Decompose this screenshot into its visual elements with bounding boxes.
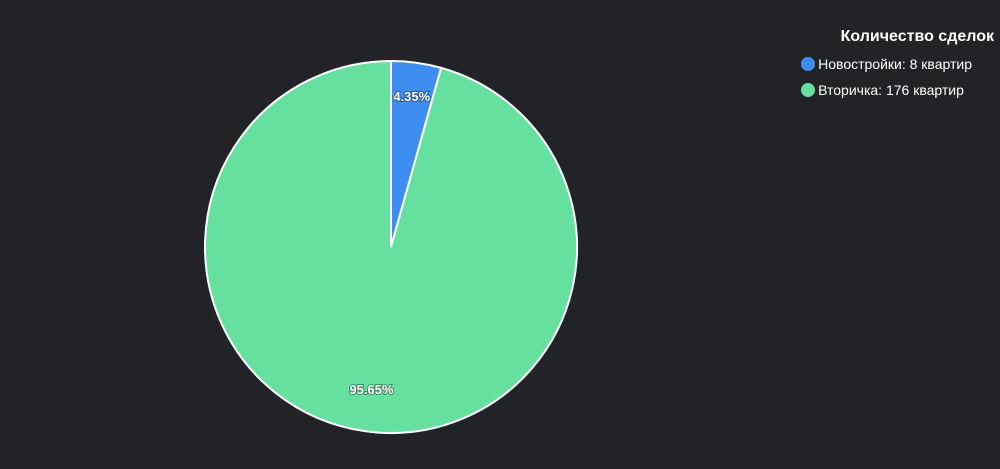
pie-slice-1[interactable]	[204, 59, 578, 434]
legend-label: Новостройки: 8 квартир	[818, 56, 972, 72]
legend-swatch-new-buildings	[801, 57, 816, 71]
legend-label: Вторичка: 176 квартир	[818, 82, 964, 98]
slice-percent-label-0: 4.35%	[393, 89, 430, 104]
legend-item-new-buildings[interactable]: Новостройки: 8 квартир	[801, 56, 972, 72]
legend: Количество сделок Новостройки: 8 квартир…	[801, 28, 994, 108]
legend-title: Количество сделок	[840, 28, 994, 45]
legend-item-secondary[interactable]: Вторичка: 176 квартир	[801, 82, 972, 98]
legend-swatch-secondary	[801, 83, 816, 97]
slice-percent-label-1: 95.65%	[349, 382, 394, 397]
